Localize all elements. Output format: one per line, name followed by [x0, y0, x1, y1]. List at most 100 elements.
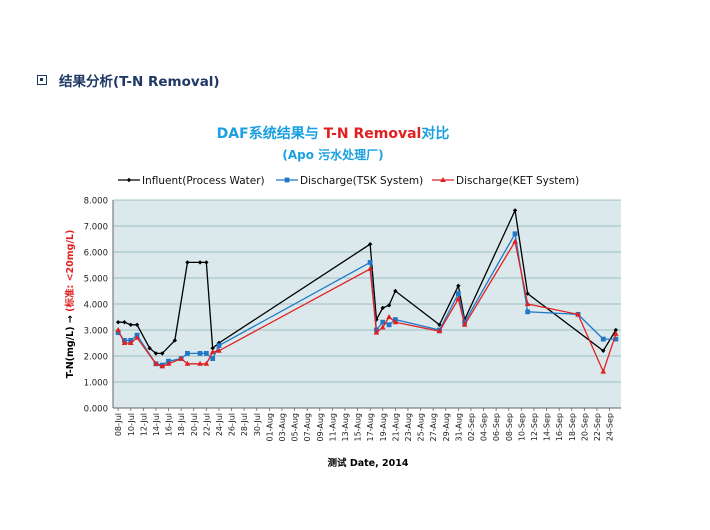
- y-axis-label-part-1: T-N(mg/L) →: [65, 312, 76, 378]
- x-tick-label: 28-Jul: [240, 413, 249, 436]
- x-tick-label: 24-Jul: [215, 413, 224, 436]
- data-point: [216, 343, 222, 348]
- data-point: [525, 309, 531, 315]
- data-point: [210, 346, 215, 351]
- data-point: [455, 295, 462, 301]
- chart-title-part-2: T-N Removal: [324, 126, 422, 142]
- data-point: [461, 321, 468, 327]
- data-point: [128, 322, 133, 327]
- data-point: [197, 260, 203, 265]
- x-tick-label: 27-Aug: [429, 413, 438, 442]
- chart-title-part-1: DAF系统结果与: [217, 125, 324, 142]
- x-tick-label: 08-Sep: [505, 413, 514, 441]
- data-point: [185, 260, 190, 265]
- data-point: [165, 360, 172, 366]
- x-tick-label: 02-Sep: [467, 413, 476, 441]
- y-tick-label: 4.000: [84, 301, 108, 311]
- data-point: [392, 319, 399, 325]
- x-tick-label: 18-Sep: [568, 413, 577, 441]
- x-tick-label: 05-Aug: [291, 413, 300, 442]
- section-bullet-icon: [37, 75, 47, 85]
- x-tick-label: 16-Jul: [165, 413, 174, 436]
- legend-label: Influent(Process Water): [142, 175, 265, 187]
- x-tick-label: 29-Aug: [442, 413, 451, 442]
- x-tick-label: 26-Jul: [228, 413, 237, 436]
- x-tick-label: 31-Aug: [454, 413, 463, 442]
- legend-item-1: Influent(Process Water): [118, 175, 265, 187]
- data-point: [197, 351, 203, 356]
- x-tick-label: 25-Aug: [417, 413, 426, 442]
- legend-label: Discharge(TSK System): [300, 175, 423, 187]
- data-point: [209, 349, 216, 355]
- data-point: [613, 330, 619, 336]
- data-point: [126, 177, 132, 183]
- data-point: [367, 242, 373, 247]
- x-tick-label: 16-Sep: [555, 413, 564, 441]
- x-tick-label: 03-Aug: [278, 413, 287, 442]
- data-point: [203, 351, 209, 356]
- x-tick-label: 09-Aug: [316, 413, 325, 442]
- x-tick-label: 07-Aug: [303, 413, 312, 442]
- x-tick-label: 11-Aug: [328, 413, 337, 442]
- data-point: [456, 283, 461, 288]
- data-point: [284, 177, 290, 183]
- x-tick-label: 13-Aug: [341, 413, 350, 442]
- series-3: [115, 238, 619, 374]
- data-point: [386, 322, 392, 328]
- data-point: [386, 314, 392, 319]
- data-point: [613, 336, 619, 342]
- data-point: [134, 334, 140, 340]
- y-tick-label: 0.000: [84, 405, 108, 415]
- data-point: [601, 348, 606, 353]
- x-tick-label: 21-Aug: [391, 413, 400, 442]
- x-tick-label: 30-Jul: [253, 413, 262, 436]
- data-point: [127, 340, 134, 345]
- data-point: [204, 260, 209, 265]
- x-tick-label: 08-Jul: [114, 413, 123, 436]
- x-tick-label: 18-Jul: [177, 413, 186, 436]
- data-point: [436, 328, 443, 334]
- section-title: 结果分析(T-N Removal): [59, 74, 220, 90]
- data-point: [153, 360, 159, 366]
- x-tick-label: 22-Jul: [202, 413, 211, 436]
- data-point: [512, 238, 518, 244]
- section-header: 结果分析(T-N Removal): [37, 70, 220, 90]
- y-tick-label: 8.000: [84, 197, 108, 207]
- data-point: [210, 356, 216, 361]
- data-point: [115, 330, 121, 335]
- chart-title: DAF系统结果与 T-N Removal对比: [217, 125, 450, 142]
- data-point: [197, 360, 203, 366]
- data-point: [440, 177, 446, 182]
- x-tick-label: 20-Sep: [580, 413, 589, 441]
- data-point: [393, 288, 398, 294]
- data-point: [216, 347, 222, 353]
- data-point: [600, 368, 607, 374]
- y-tick-label: 7.000: [84, 223, 108, 233]
- y-tick-label: 3.000: [84, 327, 108, 337]
- x-tick-label: 20-Jul: [190, 413, 199, 436]
- x-tick-label: 17-Aug: [366, 413, 375, 442]
- data-point: [122, 320, 127, 325]
- data-point: [160, 351, 165, 356]
- chart-subtitle: (Apo 污水处理厂): [282, 147, 383, 162]
- x-tick-label: 14-Sep: [543, 413, 552, 441]
- data-point: [115, 320, 121, 325]
- x-tick-label: 06-Sep: [492, 413, 501, 441]
- legend-item-2: Discharge(TSK System): [276, 175, 423, 187]
- y-axis-label: T-N(mg/L) → (标准: <20mg/L): [64, 230, 76, 379]
- x-tick-label: 14-Jul: [152, 413, 161, 436]
- data-point: [600, 336, 606, 342]
- x-tick-label: 10-Sep: [517, 413, 526, 441]
- data-point: [380, 319, 386, 325]
- data-point: [525, 291, 530, 296]
- data-point: [524, 301, 531, 306]
- x-tick-label: 23-Aug: [404, 413, 413, 442]
- data-point: [178, 355, 184, 361]
- data-point: [115, 327, 121, 332]
- x-tick-label: 12-Jul: [139, 413, 148, 436]
- x-tick-label: 12-Sep: [530, 413, 539, 441]
- x-tick-label: 15-Aug: [354, 413, 363, 442]
- x-tick-label: 01-Aug: [265, 413, 274, 442]
- y-axis-label-part-2: (标准: <20mg/L): [64, 230, 76, 312]
